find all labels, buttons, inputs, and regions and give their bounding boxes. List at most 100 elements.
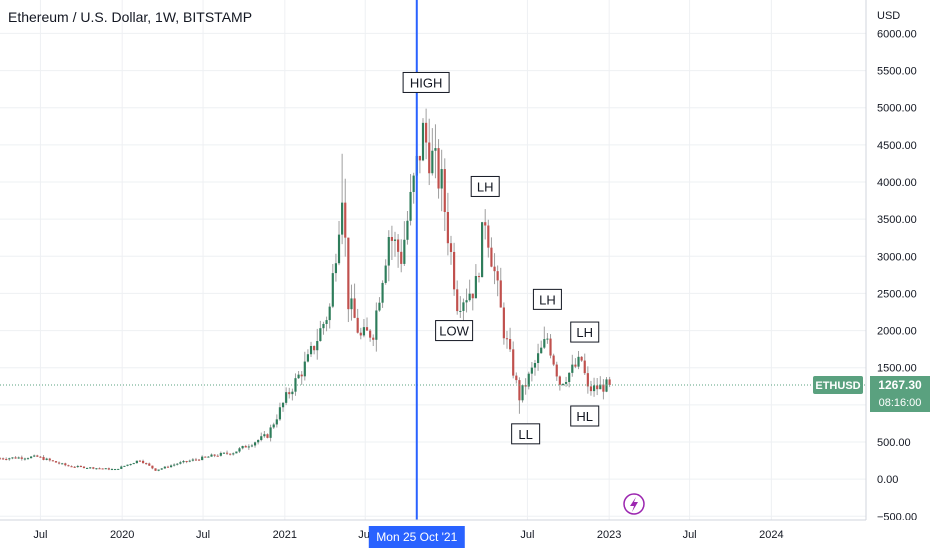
candle-body [462, 302, 465, 311]
candle-body [297, 374, 300, 379]
price-tag-value: 1267.30 [878, 378, 922, 392]
annotation-text: LH [576, 325, 593, 340]
candle-body [527, 373, 530, 387]
annotation-label: HIGH [402, 71, 450, 93]
candle-body [365, 327, 369, 331]
annotation-label: LOW [435, 320, 474, 342]
candle-body [148, 463, 151, 466]
candle-body [453, 251, 456, 290]
price-tick-label: 3500.00 [877, 214, 917, 226]
candle-body [359, 332, 362, 336]
candle-body [8, 458, 11, 460]
candle-body [272, 424, 275, 428]
candle-body [505, 338, 509, 340]
candle-body [353, 298, 356, 318]
symbol-tag-text: ETHUSD [815, 380, 860, 392]
candle-body [225, 452, 229, 454]
candle-body [552, 355, 555, 365]
annotation-text: LL [518, 427, 532, 442]
candle-body [160, 468, 163, 470]
candle-body [288, 392, 291, 395]
candle-body [337, 234, 341, 264]
annotation-box [570, 405, 600, 427]
candle-body [207, 456, 210, 458]
candle-body [45, 458, 48, 460]
candle-body [589, 386, 593, 392]
candle-body [406, 220, 409, 240]
candle-body [425, 122, 428, 143]
candle-body [524, 385, 527, 387]
candle-body [213, 454, 216, 456]
time-tick-label: 2020 [110, 529, 134, 541]
candle-body [117, 468, 120, 470]
price-tag-bg [870, 376, 930, 413]
candle-body [132, 463, 135, 465]
candle-body [5, 458, 8, 460]
price-tag-countdown: 08:16:00 [879, 397, 922, 409]
candle-body [216, 455, 219, 457]
crosshair-date-tag: Mon 25 Oct '21 [368, 526, 465, 548]
candle-body [403, 239, 406, 264]
candle-body [151, 465, 154, 469]
price-tick-label: 4500.00 [877, 140, 917, 152]
candle-body [266, 434, 269, 438]
candle-body [341, 202, 344, 235]
candle-body [347, 237, 350, 310]
candle-body [123, 465, 126, 467]
symbol-title: Ethereum / U.S. Dollar, 1W, BITSTAMP [8, 9, 253, 25]
candle-body [431, 150, 434, 174]
candle-body [163, 466, 166, 469]
candle-body [33, 455, 36, 457]
candle-body [540, 347, 543, 354]
time-tick-label: Jul [358, 529, 372, 541]
candle-body [173, 464, 176, 466]
candle-body [303, 361, 306, 377]
candle-body [135, 460, 138, 464]
candle-body [533, 363, 537, 368]
candle-body [487, 225, 490, 248]
candle-body [518, 380, 521, 401]
candle-body [291, 391, 294, 395]
candle-body [42, 456, 45, 460]
time-tick-label: Jul [33, 529, 47, 541]
price-tick-label: 3000.00 [877, 251, 917, 263]
candle-body [129, 464, 132, 466]
price-axis-bg [866, 0, 932, 550]
candle-body [558, 376, 561, 385]
price-tick-label: 5000.00 [877, 103, 917, 115]
candle-body [574, 364, 577, 367]
candle-body [110, 469, 114, 471]
candle-body [238, 448, 241, 452]
candle-body [418, 155, 421, 161]
candle-body [89, 467, 92, 469]
candle-body [120, 466, 123, 469]
candle-body [51, 460, 54, 462]
candle-body [325, 320, 328, 324]
price-tick-label: 5500.00 [877, 66, 917, 78]
candle-body [564, 382, 568, 384]
candle-body [20, 457, 23, 459]
candle-body [169, 465, 173, 468]
candle-body [306, 354, 310, 362]
candle-body [509, 339, 512, 350]
candle-body [58, 462, 61, 464]
annotation-box [402, 71, 450, 93]
candle-body [443, 169, 446, 212]
candle-body [76, 466, 79, 468]
candle-body [182, 461, 185, 463]
candle-body [179, 462, 182, 464]
candle-body [596, 385, 599, 390]
candle-body [232, 453, 235, 455]
candle-body [235, 451, 238, 454]
candle-body [244, 445, 247, 448]
candle-body [2, 458, 5, 460]
price-tick-label: 1500.00 [877, 363, 917, 375]
candle-body [26, 458, 30, 460]
candle-body [61, 463, 64, 465]
candle-body [260, 436, 263, 441]
candle-body [86, 467, 89, 469]
candle-body [145, 463, 148, 465]
price-tick-label: 0.00 [877, 474, 898, 486]
